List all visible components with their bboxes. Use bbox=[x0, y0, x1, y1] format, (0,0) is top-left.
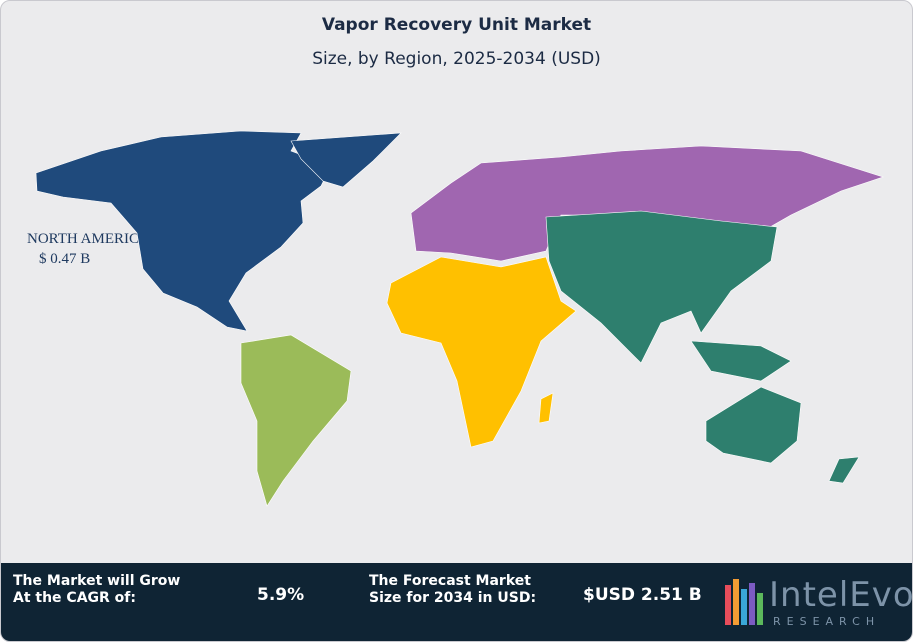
title: Vapor Recovery Unit Market bbox=[321, 15, 592, 35]
region bbox=[240, 334, 352, 507]
region bbox=[410, 145, 884, 262]
stat-label: The Market will Grow At the CAGR of: bbox=[13, 573, 181, 606]
logo-brand: IntelEvo bbox=[769, 575, 913, 615]
region bbox=[386, 256, 577, 448]
region bbox=[545, 210, 860, 484]
logo-icon bbox=[725, 579, 763, 625]
region bbox=[35, 130, 402, 332]
world-map: NORTH AMERICA $ 0.47 B bbox=[27, 130, 884, 507]
subtitle: Size, by Region, 2025-2034 (USD) bbox=[312, 49, 601, 69]
region-value: $ 0.47 B bbox=[39, 251, 90, 267]
stat-label: The Forecast Market Size for 2034 in USD… bbox=[369, 573, 537, 606]
footer: The Market will Grow At the CAGR of: 5.9… bbox=[1, 563, 913, 641]
region-label: NORTH AMERICA bbox=[27, 231, 150, 247]
stat-value: 5.9% bbox=[257, 585, 305, 605]
logo-tagline: RESEARCH bbox=[773, 615, 881, 628]
stat-value: $USD 2.51 B bbox=[583, 585, 702, 605]
